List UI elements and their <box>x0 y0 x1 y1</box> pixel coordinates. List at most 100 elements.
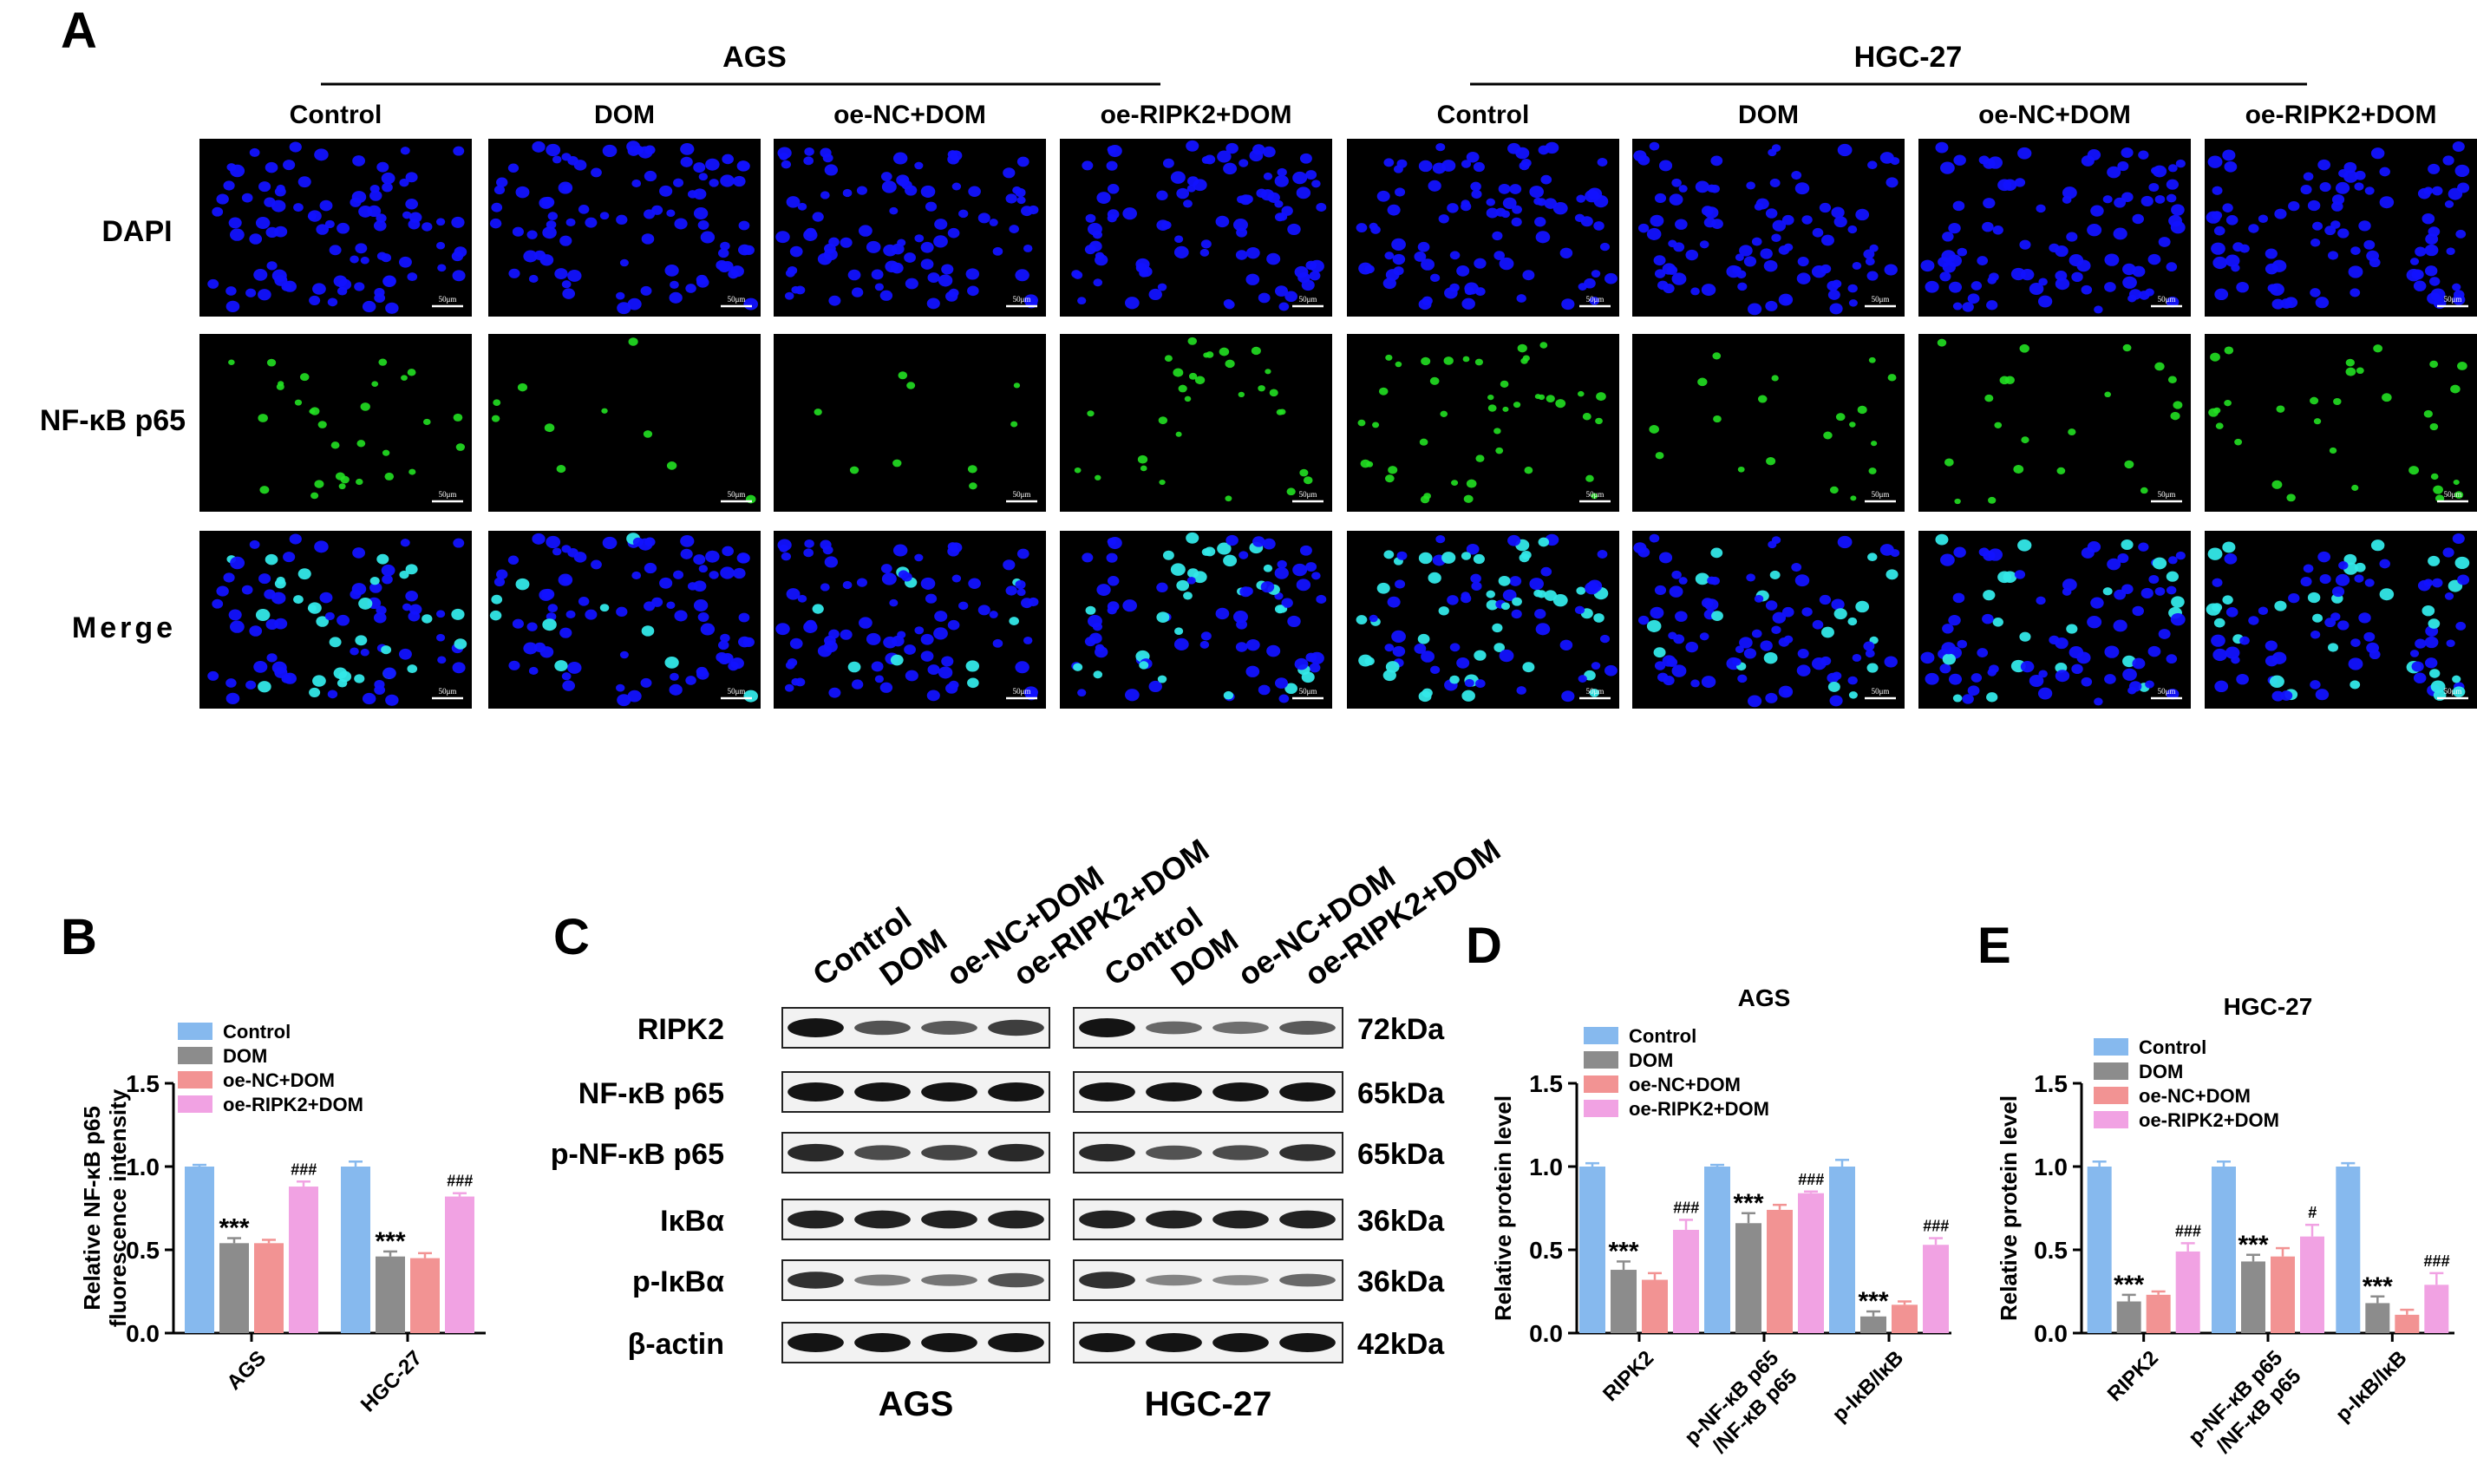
nucleus <box>1868 467 1877 474</box>
nucleus <box>1186 176 1199 186</box>
nucleus <box>1772 219 1787 232</box>
nucleus <box>1009 617 1019 625</box>
nucleus <box>958 601 969 611</box>
nucleus <box>1107 576 1120 586</box>
nucleus <box>1003 167 1016 179</box>
nucleus <box>1801 607 1813 617</box>
nucleus <box>258 414 268 422</box>
band <box>788 1018 844 1037</box>
nucleus <box>1239 586 1252 598</box>
band <box>1279 1333 1336 1352</box>
nucleus <box>1274 605 1285 614</box>
nucleus <box>2269 283 2284 297</box>
nucleus <box>314 480 324 488</box>
nucleus <box>1743 648 1757 659</box>
nucleus <box>1801 215 1813 225</box>
nucleus <box>274 275 288 286</box>
nucleus <box>1187 337 1198 345</box>
nucleus <box>1447 203 1459 213</box>
mw-label: 42kDa <box>1357 1328 1445 1361</box>
y-axis-label: Relative protein level <box>1996 1095 2022 1321</box>
nucleus <box>2102 195 2113 204</box>
group-header-control: Control <box>1437 101 1530 129</box>
nucleus <box>398 648 412 660</box>
nucleus <box>405 199 418 210</box>
nucleus <box>1650 214 1664 227</box>
nucleus <box>1156 219 1170 231</box>
nucleus <box>1944 458 1954 467</box>
nucleus <box>1701 206 1714 216</box>
nucleus <box>1953 546 1966 558</box>
nucleus <box>1016 196 1026 205</box>
y-tick-label: 1.0 <box>2034 1154 2068 1180</box>
nucleus <box>1701 676 1716 689</box>
nucleus <box>1671 272 1687 285</box>
nucleus <box>1835 413 1846 422</box>
nucleus <box>2148 574 2160 585</box>
nucleus <box>2081 155 2095 167</box>
nucleus <box>1096 192 1111 204</box>
nucleus <box>293 203 304 212</box>
nucleus <box>1939 664 1951 674</box>
nucleus <box>1284 291 1298 303</box>
nucleus <box>601 408 608 414</box>
nucleus <box>324 219 335 229</box>
nucleus <box>2446 247 2455 256</box>
nucleus <box>1765 600 1778 611</box>
nucleus <box>2138 542 2149 552</box>
nucleus <box>2140 587 2153 599</box>
nucleus <box>1423 493 1431 500</box>
nucleus <box>1299 468 1309 477</box>
nucleus <box>627 690 642 703</box>
nucleus <box>2062 186 2077 199</box>
nucleus <box>2350 638 2361 647</box>
nucleus <box>299 373 310 382</box>
nucleus <box>1678 577 1688 585</box>
nucleus <box>680 156 693 167</box>
nucleus <box>2457 574 2470 585</box>
x-tick-label: p-IκB/IκB <box>1828 1346 1909 1427</box>
nucleus <box>1396 551 1408 560</box>
nucleus <box>1082 160 1094 171</box>
nucleus <box>1637 615 1650 625</box>
nucleus <box>405 564 418 575</box>
nucleus <box>2122 276 2137 289</box>
nucleus <box>2062 579 2077 592</box>
nucleus <box>616 214 628 225</box>
nucleus <box>2147 645 2161 657</box>
legend-label-control: Control <box>223 1021 291 1043</box>
nucleus <box>2310 680 2321 690</box>
blot-strip-ags-p-nf-b-p65 <box>781 1132 1050 1173</box>
nucleus <box>2429 277 2441 286</box>
micrograph-nf-b-p65-ags-oe-ripk2-dom: 50μm <box>1060 334 1332 512</box>
nucleus <box>945 683 958 694</box>
band <box>1079 1143 1135 1162</box>
nucleus <box>889 206 899 215</box>
nucleus <box>1507 534 1521 546</box>
nucleus <box>2152 165 2167 178</box>
nucleus <box>316 616 330 627</box>
band <box>988 1082 1044 1102</box>
nucleus <box>1176 187 1190 199</box>
nucleus <box>223 572 235 583</box>
nucleus <box>925 201 938 212</box>
nucleus <box>2104 674 2116 684</box>
nucleus <box>977 212 990 224</box>
nucleus <box>666 461 677 470</box>
nucleus <box>2274 208 2287 219</box>
nucleus <box>1074 467 1082 474</box>
nucleus <box>1500 602 1511 611</box>
blot-strip-hgc-27-ripk2 <box>1073 1007 1343 1049</box>
nucleus <box>934 219 948 230</box>
nucleus <box>2222 203 2233 212</box>
nucleus <box>2444 592 2454 600</box>
nucleus <box>1699 632 1709 641</box>
nucleus <box>1139 269 1149 278</box>
nucleus <box>1781 606 1794 618</box>
nucleus <box>1831 206 1845 219</box>
y-axis-label-line: Relative NF-κB p65 <box>79 1106 105 1311</box>
band <box>921 1333 977 1352</box>
nucleus <box>1952 694 1963 703</box>
nucleus <box>2442 155 2454 166</box>
nucleus <box>1486 207 1499 219</box>
